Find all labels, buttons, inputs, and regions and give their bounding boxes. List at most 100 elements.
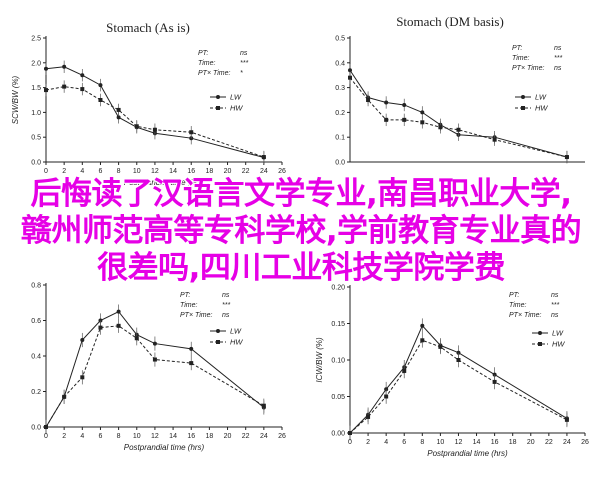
data-point-lw — [98, 83, 103, 88]
legend-marker — [216, 329, 220, 333]
data-point-lw — [402, 102, 407, 107]
x-tick-label: 0 — [348, 439, 352, 446]
y-tick-label: 2.5 — [31, 36, 41, 43]
y-tick-label: 0.00 — [331, 431, 345, 438]
y-tick-label: 0.0 — [31, 160, 41, 167]
x-tick-label: 14 — [169, 433, 177, 440]
x-tick-label: 24 — [260, 168, 268, 175]
data-point-hw — [80, 375, 85, 380]
y-tick-label: 0.0 — [335, 160, 345, 167]
x-tick-label: 14 — [473, 439, 481, 446]
data-point-lw — [348, 68, 352, 73]
data-point-lw — [189, 346, 194, 351]
data-point-hw — [80, 87, 85, 92]
y-tick-label: 0.20 — [331, 285, 345, 292]
stat-label: Time: — [509, 302, 526, 309]
y-tick-label: 0.3 — [335, 85, 345, 92]
stat-label: Time: — [180, 302, 197, 309]
x-tick-label: 2 — [366, 439, 370, 446]
legend-marker — [216, 95, 220, 99]
stat-value: * — [240, 70, 243, 77]
data-point-hw — [152, 127, 157, 132]
x-tick-label: 16 — [187, 168, 195, 175]
y-tick-label: 0.2 — [31, 389, 41, 396]
x-tick-label: 8 — [117, 433, 121, 440]
legend-marker — [521, 106, 525, 110]
legend-label: HW — [230, 338, 243, 347]
stat-label: PT× Time: — [180, 312, 212, 319]
data-point-hw — [134, 124, 139, 129]
x-tick-label: 24 — [260, 433, 268, 440]
stat-value: ns — [222, 312, 230, 319]
data-point-hw — [62, 84, 67, 89]
y-tick-label: 0.15 — [331, 321, 345, 328]
data-point-hw — [420, 120, 425, 125]
legend-marker — [216, 106, 220, 110]
y-tick-label: 0.4 — [335, 60, 345, 67]
legend-label: LW — [230, 93, 242, 102]
stat-value: ns — [551, 292, 559, 299]
y-tick-label: 0.8 — [31, 283, 41, 290]
chart-panel-icw-bw: 0.000.050.100.150.200 2 4 6 8 10 12 14 16 18 20 22 2… — [315, 285, 589, 459]
data-point-hw — [384, 394, 389, 399]
x-tick-label: 10 — [133, 168, 141, 175]
x-tick-label: 20 — [527, 439, 535, 446]
x-tick-label: 26 — [278, 168, 286, 175]
x-tick-label: 20 — [224, 433, 232, 440]
x-tick-label: 12 — [455, 439, 463, 446]
x-tick-label: 6 — [99, 433, 103, 440]
data-point-hw — [402, 117, 407, 122]
legend-label: HW — [230, 104, 243, 113]
x-tick-label: 4 — [384, 439, 388, 446]
stat-value: *** — [222, 302, 230, 309]
overlay-watermark-text: 后悔读了汉语言文学专业,南昌职业大学,赣州师范高等专科学校,学前教育专业真的很差… — [20, 176, 582, 286]
data-point-hw — [366, 98, 371, 102]
x-tick-label: 0 — [44, 168, 48, 175]
data-point-lw — [80, 73, 85, 78]
y-tick-label: 0.0 — [31, 425, 41, 432]
data-point-hw — [366, 414, 371, 419]
x-tick-label: 10 — [436, 439, 444, 446]
data-point-lw — [44, 66, 48, 71]
series-line-lw — [349, 324, 568, 434]
chart-title: Stomach (DM basis) — [396, 14, 504, 29]
x-tick-label: 16 — [491, 439, 499, 446]
data-point-lw — [420, 110, 425, 115]
y-tick-label: 1.0 — [31, 110, 41, 117]
x-tick-label: 24 — [563, 439, 571, 446]
x-tick-label: 6 — [99, 168, 103, 175]
x-tick-label: 22 — [242, 433, 250, 440]
stat-value: ns — [554, 45, 562, 52]
x-tick-label: 18 — [205, 168, 213, 175]
data-point-hw — [152, 357, 157, 362]
data-point-hw — [348, 75, 352, 80]
y-tick-label: 1.5 — [31, 85, 41, 92]
stat-value: *** — [554, 55, 562, 62]
series-line-hw — [45, 86, 265, 158]
legend-marker — [538, 331, 542, 335]
x-tick-label: 14 — [169, 168, 177, 175]
stat-label: PT× Time: — [198, 70, 230, 77]
series-line-hw — [45, 325, 265, 428]
chart-title: Stomach (As is) — [106, 20, 190, 35]
y-tick-label: 0.10 — [331, 358, 345, 365]
stat-value: *** — [551, 302, 559, 309]
y-tick-label: 0.4 — [31, 354, 41, 361]
data-point-hw — [189, 361, 194, 366]
x-tick-label: 6 — [402, 439, 406, 446]
x-tick-label: 2 — [62, 433, 66, 440]
x-tick-label: 20 — [224, 168, 232, 175]
x-tick-label: 12 — [151, 433, 159, 440]
data-point-hw — [402, 368, 407, 373]
legend-label: LW — [230, 327, 242, 336]
x-tick-label: 8 — [420, 439, 424, 446]
stat-value: *** — [240, 60, 248, 67]
x-tick-label: 10 — [133, 433, 141, 440]
y-axis-label: ICW/BW (%) — [315, 337, 324, 383]
legend-marker — [538, 342, 542, 346]
chart-panel-stomach-dm-basis: Stomach (DM basis) 0.0 0.1 0.2 0.3 0.4 0.5 LW HW… — [335, 14, 585, 167]
x-tick-label: 12 — [151, 168, 159, 175]
data-point-hw — [98, 98, 103, 102]
data-point-hw — [456, 358, 461, 362]
x-tick-label: 18 — [205, 433, 213, 440]
